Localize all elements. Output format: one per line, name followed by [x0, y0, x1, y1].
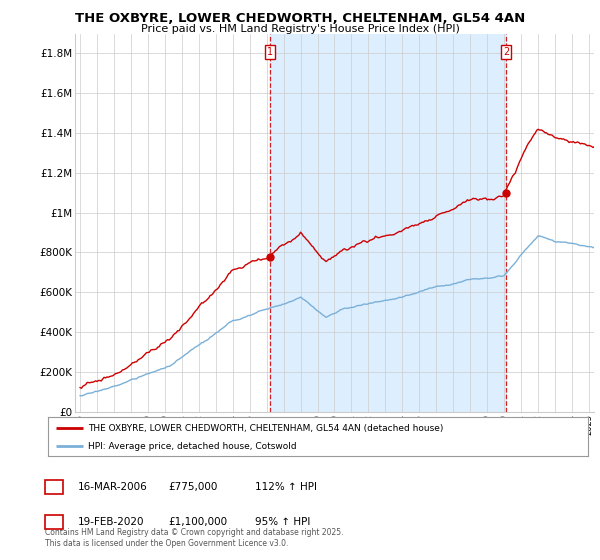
Text: 112% ↑ HPI: 112% ↑ HPI — [255, 482, 317, 492]
Text: THE OXBYRE, LOWER CHEDWORTH, CHELTENHAM, GL54 4AN: THE OXBYRE, LOWER CHEDWORTH, CHELTENHAM,… — [75, 12, 525, 25]
Text: 2: 2 — [50, 517, 58, 527]
Text: HPI: Average price, detached house, Cotswold: HPI: Average price, detached house, Cots… — [89, 442, 297, 451]
Text: Price paid vs. HM Land Registry's House Price Index (HPI): Price paid vs. HM Land Registry's House … — [140, 24, 460, 34]
Text: £775,000: £775,000 — [168, 482, 217, 492]
Text: 1: 1 — [50, 482, 58, 492]
Text: 1: 1 — [267, 47, 273, 57]
Text: 19-FEB-2020: 19-FEB-2020 — [78, 517, 145, 527]
Text: 16-MAR-2006: 16-MAR-2006 — [78, 482, 148, 492]
Text: 95% ↑ HPI: 95% ↑ HPI — [255, 517, 310, 527]
Text: Contains HM Land Registry data © Crown copyright and database right 2025.
This d: Contains HM Land Registry data © Crown c… — [45, 528, 343, 548]
Text: 2: 2 — [503, 47, 509, 57]
Text: £1,100,000: £1,100,000 — [168, 517, 227, 527]
Bar — [270, 34, 506, 412]
Text: THE OXBYRE, LOWER CHEDWORTH, CHELTENHAM, GL54 4AN (detached house): THE OXBYRE, LOWER CHEDWORTH, CHELTENHAM,… — [89, 424, 444, 433]
